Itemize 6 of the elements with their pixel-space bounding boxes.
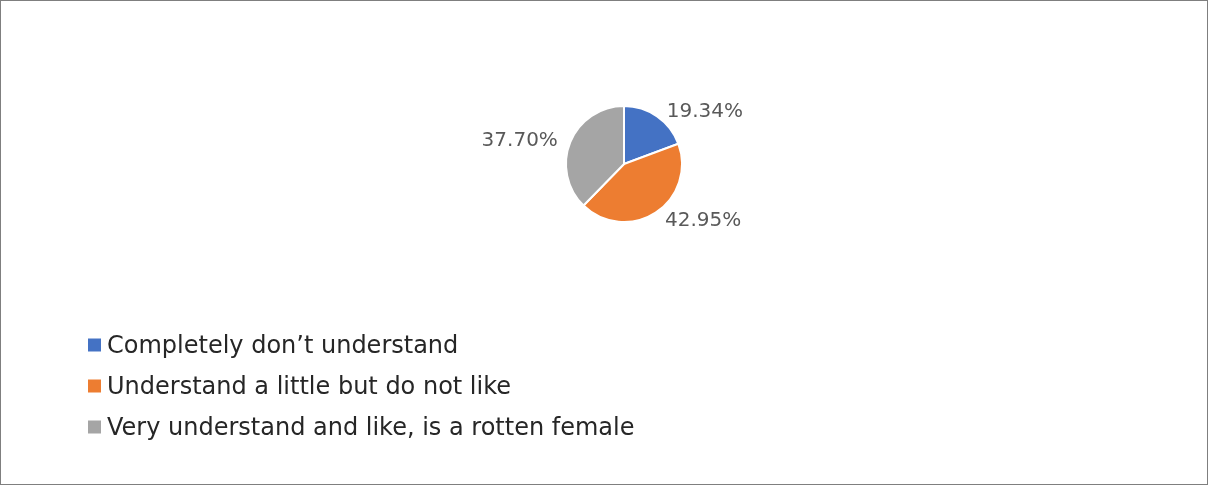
legend-label: Understand a little but do not like	[107, 372, 512, 400]
data-label: 19.34%	[666, 97, 743, 122]
legend-label: Completely don’t understand	[107, 331, 459, 359]
data-label: 37.70%	[481, 127, 558, 152]
data-label: 42.95%	[665, 207, 742, 232]
legend-label: Very understand and like, is a rotten female	[107, 413, 635, 441]
